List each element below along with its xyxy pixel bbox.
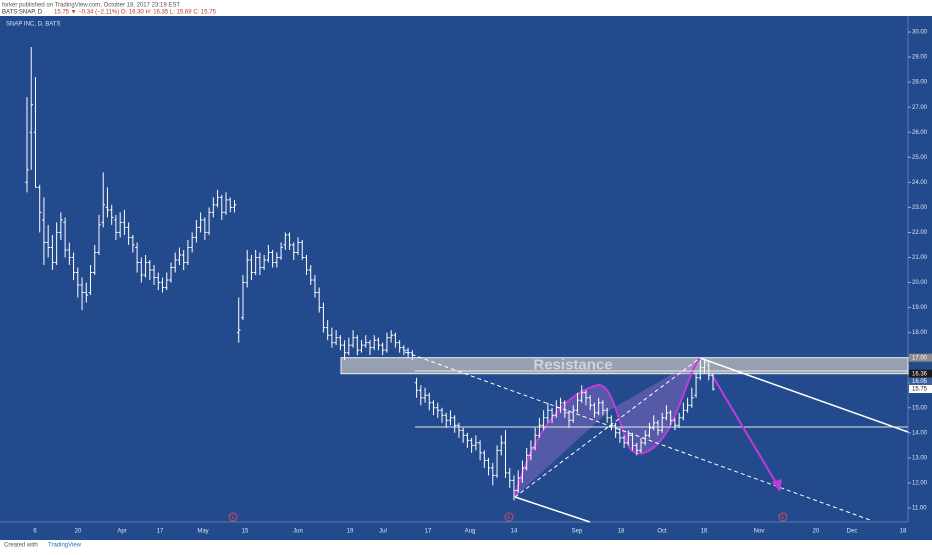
y-tick-label: 30.00 <box>912 30 928 36</box>
y-tick-label: 19.00 <box>912 305 928 311</box>
resistance-label: Resistance <box>533 357 612 374</box>
trend-line <box>514 496 591 523</box>
x-tick-label: Sep <box>572 529 583 535</box>
x-tick-label: Nov <box>754 529 765 535</box>
symbol: BATS:SNAP, D <box>2 10 43 16</box>
footer-text: Created with <box>4 543 38 549</box>
event-marker <box>228 512 238 522</box>
price-tag <box>909 369 932 378</box>
x-tick-label: May <box>197 529 208 535</box>
x-tick-label: 6 <box>33 529 37 535</box>
event-label: E <box>507 515 511 521</box>
drawings <box>404 351 909 523</box>
event-label: E <box>781 515 785 521</box>
event-label: E <box>231 515 235 521</box>
footer-brand: TradingView <box>48 543 82 549</box>
price-tag-label: 16.05 <box>912 379 928 385</box>
x-tick-label: 17 <box>157 529 164 535</box>
price-tag <box>909 377 932 386</box>
x-tick-label: Aug <box>465 529 476 535</box>
x-tick-label: 20 <box>813 529 820 535</box>
price-tag <box>909 353 932 362</box>
pane-title: SNAP INC, D, BATS <box>6 22 60 28</box>
y-tick-label: 13.00 <box>912 455 928 461</box>
x-tick-label: Jul <box>379 529 387 535</box>
y-tick-label: 23.00 <box>912 205 928 211</box>
x-tick-label: Jun <box>293 529 303 535</box>
y-tick-label: 28.00 <box>912 80 928 86</box>
quote: 15.75 ▼ −0.34 (−2.11%) O: 16.30 H: 16.35… <box>54 10 217 16</box>
bars <box>25 47 715 501</box>
plot-background <box>0 16 932 540</box>
x-tick-label: Dec <box>847 529 858 535</box>
y-tick-label: 12.00 <box>912 481 928 487</box>
x-tick-label: Apr <box>117 529 126 535</box>
y-tick-label: 21.00 <box>912 255 928 261</box>
y-tick-label: 18.00 <box>912 330 928 336</box>
event-marker <box>504 512 514 522</box>
pattern-fill <box>515 358 700 497</box>
x-tick-label: Oct <box>657 529 667 535</box>
footer-bg <box>0 540 932 550</box>
x-tick-label: 16 <box>701 529 708 535</box>
y-tick-label: 29.00 <box>912 55 928 61</box>
published-line: forker published on TradingView.com, Oct… <box>2 3 180 9</box>
x-tick-label: 19 <box>347 529 354 535</box>
price-tag-label: 15.75 <box>912 387 928 393</box>
arrow-head <box>772 479 782 492</box>
axes: 11.0012.0013.0014.0015.0016.0017.0018.00… <box>33 30 932 535</box>
resistance-layer: Resistance <box>340 357 909 375</box>
event-marker <box>778 512 788 522</box>
trend-line-dashed <box>514 357 701 498</box>
price-tag-label: 17.00 <box>912 355 928 361</box>
x-tick-label: 18 <box>618 529 625 535</box>
x-tick-label: 20 <box>75 529 82 535</box>
x-tick-label: 14 <box>511 529 518 535</box>
price-tag <box>909 384 932 393</box>
x-tick-label: 15 <box>242 529 249 535</box>
y-tick-label: 27.00 <box>912 105 928 111</box>
trend-line <box>699 357 909 433</box>
resistance-zone <box>340 357 909 375</box>
x-tick-label: 18 <box>900 529 907 535</box>
y-tick-label: 15.00 <box>912 405 928 411</box>
forecast-arrow <box>711 374 779 487</box>
y-tick-label: 14.00 <box>912 430 928 436</box>
y-tick-label: 22.00 <box>912 230 928 236</box>
x-tick-label: 17 <box>425 529 432 535</box>
y-tick-label: 24.00 <box>912 180 928 186</box>
y-tick-label: 26.00 <box>912 130 928 136</box>
y-tick-label: 20.00 <box>912 280 928 286</box>
pattern-curve <box>514 357 701 498</box>
price-tag-label: 16.36 <box>912 371 928 377</box>
y-tick-label: 11.00 <box>912 506 927 512</box>
y-tick-label: 25.00 <box>912 155 928 161</box>
trend-line-dashed <box>404 351 871 521</box>
